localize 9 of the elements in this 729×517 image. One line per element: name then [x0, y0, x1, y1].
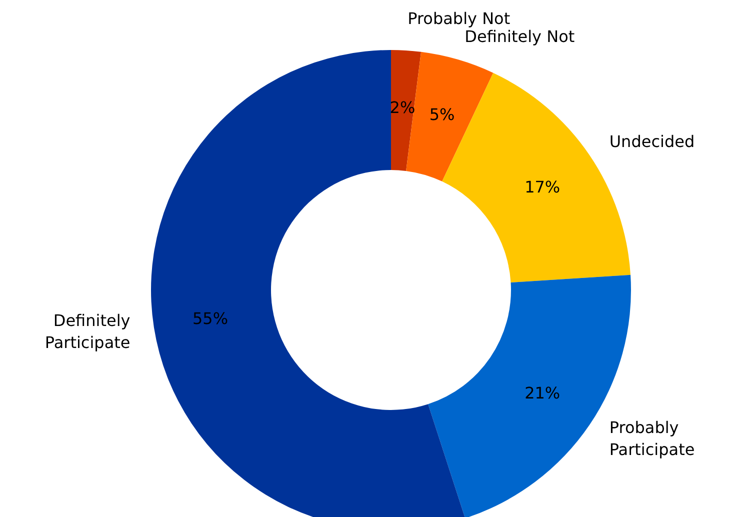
data-label: 55%	[192, 309, 228, 328]
data-label: 17%	[524, 178, 560, 197]
slice-label: Probably Not	[408, 8, 510, 28]
data-label: 21%	[524, 383, 560, 402]
data-label: 5%	[429, 104, 455, 124]
slice-label: Definitely Participate	[44, 310, 130, 352]
slice-label: Probably Participate	[609, 418, 695, 459]
slice-label: Undecided	[609, 132, 695, 152]
slice-label: Definitely Not	[464, 26, 575, 46]
